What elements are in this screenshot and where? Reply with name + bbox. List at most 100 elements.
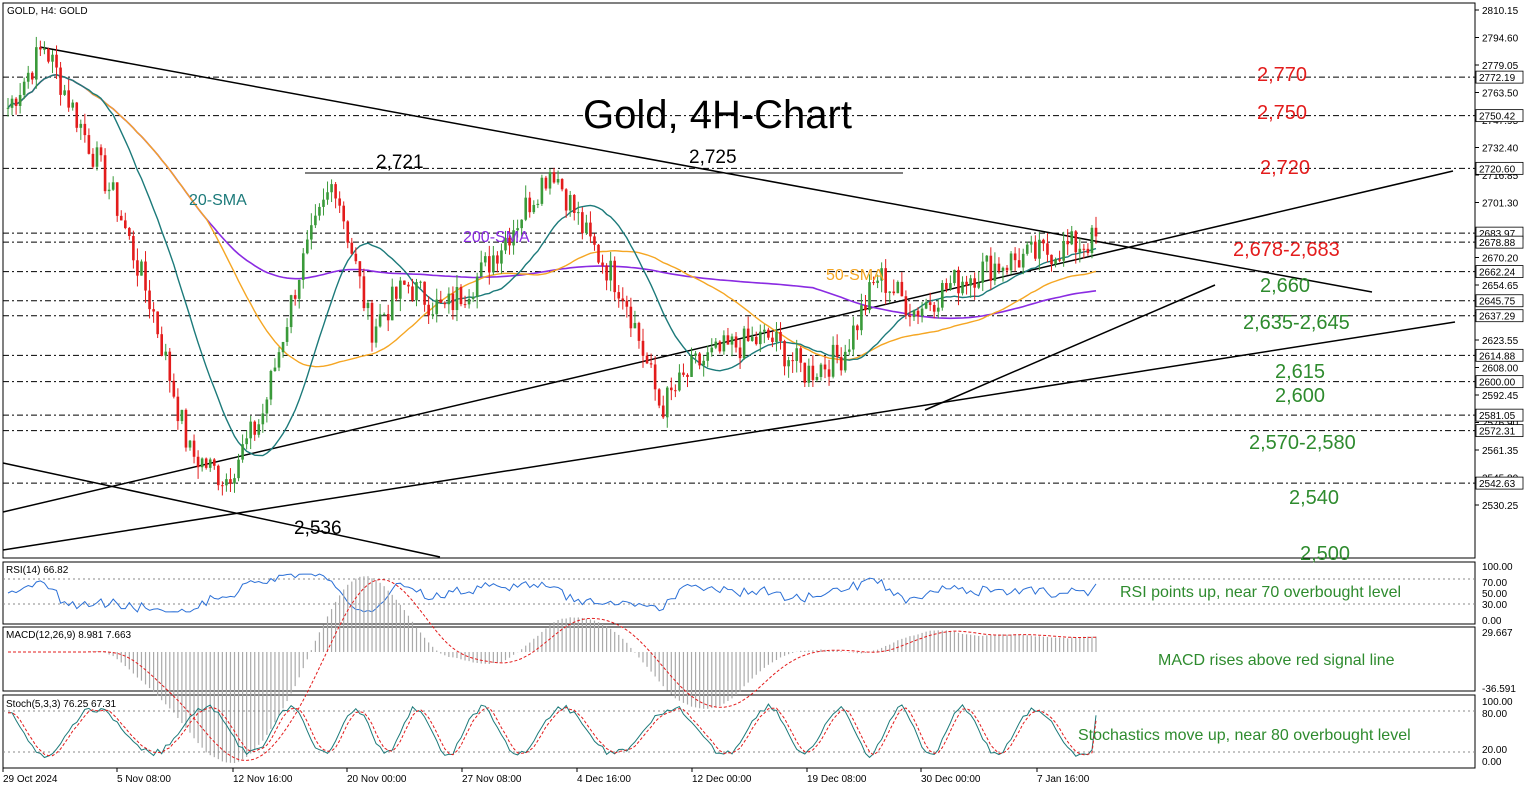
candle-body <box>39 47 42 50</box>
candle-body <box>847 349 851 352</box>
macd-note: MACD rises above red signal line <box>1158 652 1395 669</box>
price-tick-label: 2810.15 <box>1482 6 1519 17</box>
candle-body <box>30 72 34 80</box>
candle-body <box>362 276 366 309</box>
candle-body <box>989 255 993 281</box>
candle-body <box>783 341 786 367</box>
candle-body <box>289 295 293 328</box>
candle-body <box>581 212 584 234</box>
candle-body <box>1025 244 1029 254</box>
sma50-line <box>7 73 1097 368</box>
candle-body <box>172 380 176 397</box>
candle-body <box>22 81 26 95</box>
candle-body <box>803 362 807 383</box>
candle-body <box>928 302 932 305</box>
candle-body <box>504 237 507 251</box>
candle-body <box>322 199 325 207</box>
time-tick-label: 20 Nov 00:00 <box>347 774 407 785</box>
rsi-line <box>7 573 1097 613</box>
candle-body <box>750 336 754 341</box>
candle-body <box>285 327 289 342</box>
candle-body <box>249 421 252 439</box>
candle-body <box>645 355 649 364</box>
candle-body <box>217 465 220 486</box>
level-label-support: 2,500 <box>1300 543 1350 565</box>
candle-body <box>653 364 657 390</box>
rsi-panel-frame <box>2 561 1476 625</box>
candle-body <box>767 329 770 338</box>
rsi-tick-label: 30.00 <box>1482 600 1507 611</box>
candle-body <box>1042 239 1045 244</box>
candle-body <box>904 296 908 316</box>
candle-body <box>10 98 14 108</box>
candle-body <box>508 237 511 246</box>
candle-body <box>835 344 839 358</box>
candle-body <box>43 48 46 50</box>
candle-body <box>1090 227 1094 253</box>
candle-body <box>1078 248 1082 253</box>
stoch-d-line <box>7 706 1097 757</box>
candle-body <box>79 123 83 128</box>
price-tag-box <box>1475 70 1524 84</box>
price-tick-label: 2654.65 <box>1482 281 1519 292</box>
price-tag-label: 2614.88 <box>1479 351 1516 362</box>
stoch-tick-label: 0.00 <box>1482 757 1502 768</box>
level-label-resistance: 2,770 <box>1257 64 1307 86</box>
candle-body <box>714 341 718 348</box>
candle-body <box>1074 231 1078 253</box>
candle-body <box>144 261 147 291</box>
candle-body <box>734 336 738 348</box>
candle-body <box>520 219 523 229</box>
price-tag-label: 2645.75 <box>1479 297 1516 308</box>
candle-body <box>419 281 422 283</box>
candle-body <box>431 314 434 316</box>
candle-body <box>524 197 528 220</box>
candle-body <box>241 444 244 460</box>
candle-body <box>200 458 204 468</box>
price-tag-box <box>1475 348 1524 362</box>
candle-body <box>589 222 592 237</box>
rsi-note: RSI points up, near 70 overbought level <box>1120 584 1401 601</box>
candle-body <box>629 306 633 329</box>
stoch-k-line <box>7 703 1097 759</box>
candle-body <box>560 179 564 190</box>
candle-body <box>1046 243 1049 255</box>
candle-body <box>55 54 58 68</box>
candle-body <box>605 265 608 281</box>
candle-body <box>706 352 710 361</box>
candle-body <box>819 364 823 377</box>
candle-body <box>694 353 697 356</box>
candle-body <box>160 334 163 356</box>
candle-body <box>641 340 645 356</box>
candle-body <box>544 177 548 189</box>
price-tick-label: 2561.35 <box>1482 446 1519 457</box>
price-tag-box <box>1475 375 1524 389</box>
candle-body <box>528 197 532 213</box>
candle-body <box>119 215 123 221</box>
candle-body <box>63 90 66 95</box>
candle-body <box>99 147 103 156</box>
candle-body <box>888 291 892 293</box>
price-tick-label: 2763.50 <box>1482 89 1519 100</box>
candle-body <box>1038 239 1041 259</box>
candle-body <box>51 54 54 62</box>
candle-body <box>730 336 734 345</box>
candle-body <box>665 387 669 418</box>
candle-body <box>985 255 989 262</box>
candle-body <box>532 204 536 213</box>
candle-body <box>758 331 762 345</box>
candle-body <box>301 253 305 280</box>
time-tick-label: 12 Nov 16:00 <box>233 774 293 785</box>
sma20-line <box>7 73 1097 457</box>
candle-body <box>496 255 499 264</box>
candle-body <box>95 147 99 167</box>
candle-body <box>403 280 406 285</box>
candle-body <box>973 278 976 288</box>
time-tick-label: 12 Dec 00:00 <box>692 774 752 785</box>
candle-body <box>374 326 378 343</box>
candle-body <box>516 228 519 231</box>
price-tag-label: 2542.63 <box>1479 479 1516 490</box>
